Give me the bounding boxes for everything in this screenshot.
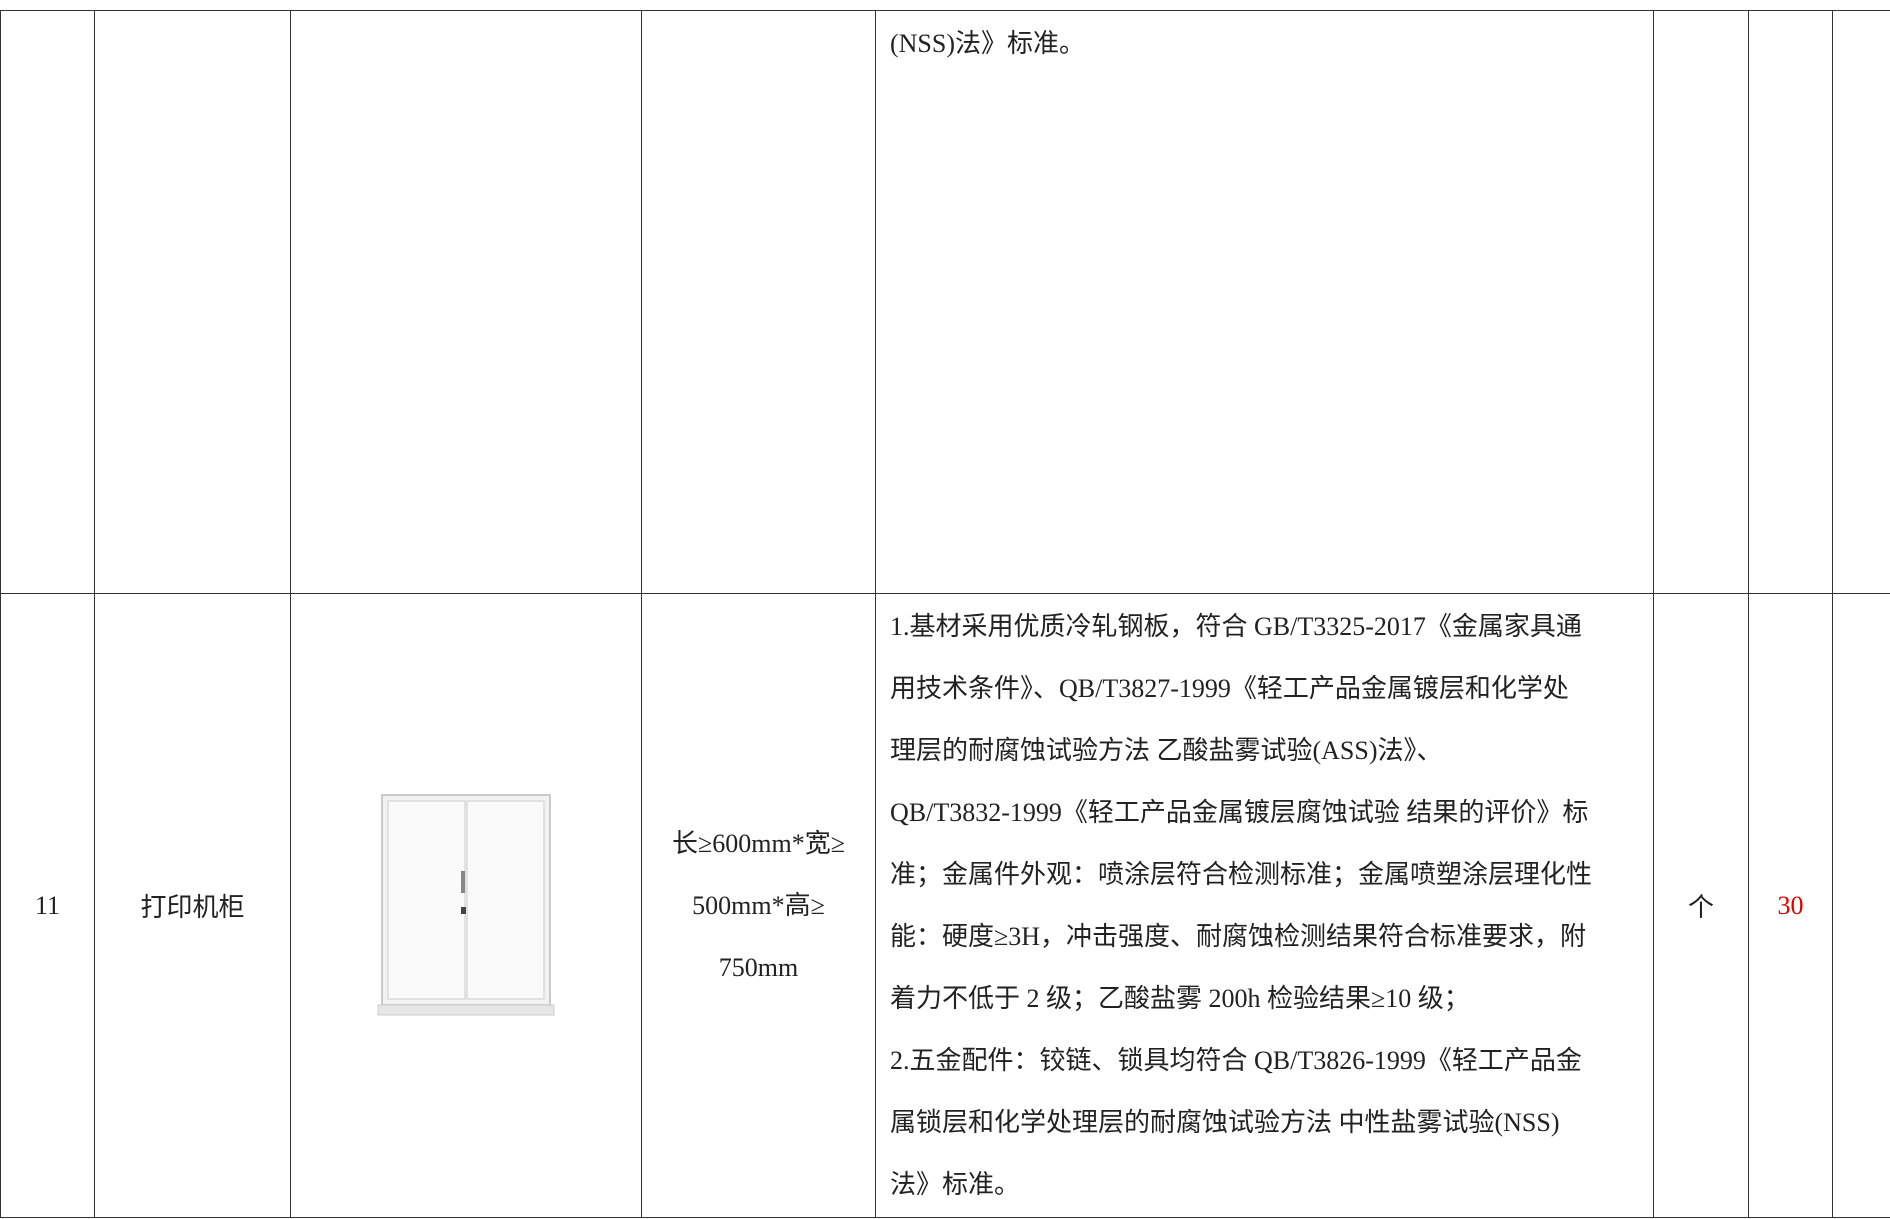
table-row: 11 打印机柜 长≥600mm*宽≥ 500mm*高≥ 750mm 1.基材采用优质…	[0, 593, 1890, 1218]
text-line: QB/T3832-1999《轻工产品金属镀层腐蚀试验 结果的评价》标	[890, 797, 1589, 827]
name-cell: 打印机柜	[94, 593, 291, 1218]
spec-cell: 长≥600mm*宽≥ 500mm*高≥ 750mm	[641, 593, 876, 1218]
text-line: 属锁层和化学处理层的耐腐蚀试验方法 中性盐雾试验(NSS)	[890, 1107, 1560, 1137]
text-line: 2.五金配件：铰链、锁具均符合 QB/T3826-1999《轻工产品金	[890, 1045, 1582, 1075]
cell	[1832, 10, 1890, 594]
text-line: 法》标准。	[890, 1169, 1021, 1199]
spec-table: (NSS)法》标准。 11 打印机柜 长≥600mm*宽≥ 500mm*高≥ 750…	[0, 10, 1890, 1218]
cell	[1832, 593, 1890, 1218]
text-line: 500mm*高≥	[692, 890, 825, 920]
cell	[94, 10, 291, 594]
text-line: 理层的耐腐蚀试验方法 乙酸盐雾试验(ASS)法》、	[890, 735, 1443, 765]
table-row: (NSS)法》标准。	[0, 10, 1890, 594]
description-cell: (NSS)法》标准。	[875, 10, 1654, 594]
image-cell	[290, 593, 642, 1218]
text-line: 750mm	[718, 952, 799, 982]
index-cell: 11	[0, 593, 95, 1218]
cell	[290, 10, 642, 594]
text-line: 用技术条件》、QB/T3827-1999《轻工产品金属镀层和化学处	[890, 673, 1569, 703]
unit-cell: 个	[1653, 593, 1749, 1218]
text-line: 准；金属件外观：喷涂层符合检测标准；金属喷塑涂层理化性	[890, 859, 1593, 889]
text-line: 1.基材采用优质冷轧钢板，符合 GB/T3325-2017《金属家具通	[890, 611, 1582, 641]
description-cell: 1.基材采用优质冷轧钢板，符合 GB/T3325-2017《金属家具通 用技术条件…	[875, 593, 1654, 1218]
quantity-cell: 30	[1748, 593, 1833, 1218]
text-line: 能：硬度≥3H，冲击强度、耐腐蚀检测结果符合标准要求，附	[890, 921, 1587, 951]
text-line: 着力不低于 2 级；乙酸盐雾 200h 检验结果≥10 级；	[890, 983, 1470, 1013]
cell	[1653, 10, 1749, 594]
text-line: 长≥600mm*宽≥	[672, 828, 845, 858]
cell	[1748, 10, 1833, 594]
cabinet-image	[377, 793, 555, 1015]
cell	[0, 10, 95, 594]
text-line: (NSS)法》标准。	[890, 29, 1086, 58]
cell	[641, 10, 876, 594]
